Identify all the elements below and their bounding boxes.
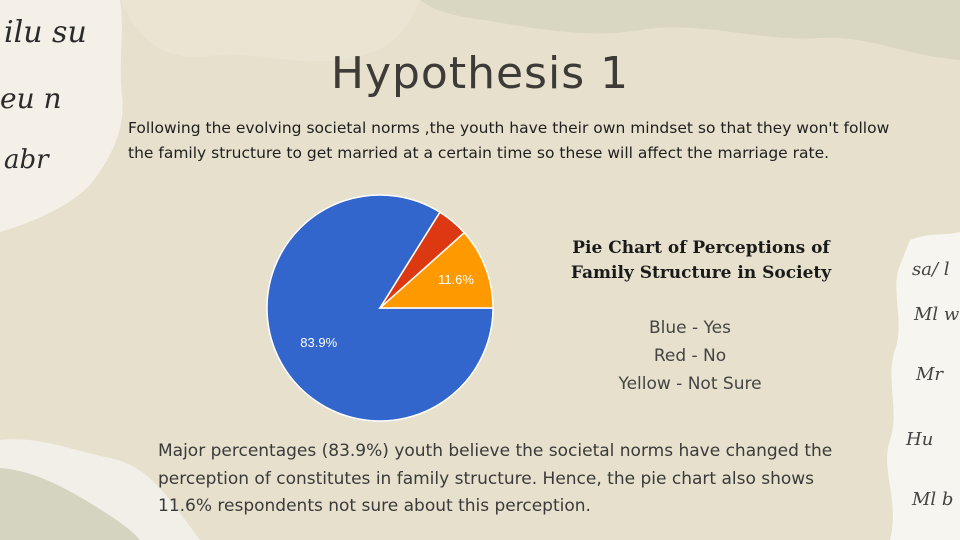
summary-text: Major percentages (83.9%) youth believe …: [158, 441, 833, 516]
svg-text:sa/ l: sa/ l: [912, 259, 950, 280]
svg-text:abr: abr: [4, 145, 50, 175]
page-title: Hypothesis 1: [330, 48, 630, 99]
chart-title: Pie Chart of Perceptions of Family Struc…: [570, 238, 832, 283]
svg-text:eu n: eu n: [0, 82, 62, 115]
svg-text:Mr: Mr: [915, 364, 944, 385]
legend-item-yes: Blue - Yes: [648, 318, 731, 338]
pie-label-yes: 83.9%: [300, 335, 337, 350]
svg-text:Ml b: Ml b: [911, 489, 953, 510]
pie-slice-yes: [266, 194, 494, 422]
chart-legend: Blue - Yes Red - No Yellow - Not Sure: [570, 314, 810, 398]
svg-text:Hu: Hu: [905, 429, 933, 450]
svg-text:ilu su: ilu su: [4, 15, 87, 50]
svg-text:Ml w: Ml w: [913, 304, 960, 325]
pie-label-not-sure: 11.6%: [438, 272, 474, 287]
pie-slice-not-sure: [378, 231, 494, 309]
legend-item-not-sure: Yellow - Not Sure: [618, 374, 762, 394]
pie-chart: 83.9% 11.6%: [266, 194, 494, 422]
intro-text: Following the evolving societal norms ,t…: [128, 119, 890, 162]
legend-item-no: Red - No: [653, 346, 727, 366]
